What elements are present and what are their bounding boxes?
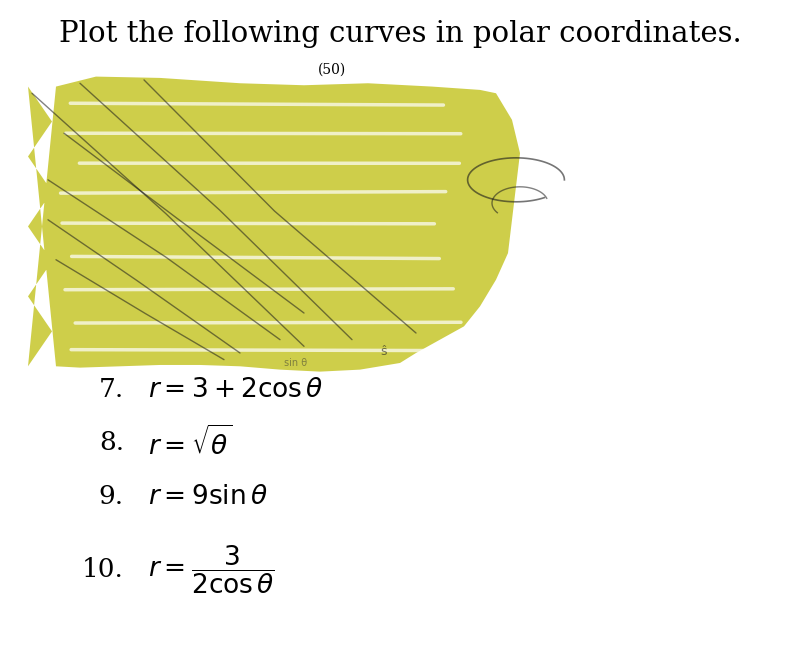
Polygon shape — [28, 77, 520, 372]
Text: (50): (50) — [318, 63, 346, 77]
Text: $r = \sqrt{\theta}$: $r = \sqrt{\theta}$ — [148, 426, 232, 460]
Text: ŝ: ŝ — [381, 345, 387, 358]
Text: $r = 9 \sin\theta$: $r = 9 \sin\theta$ — [148, 484, 268, 509]
Text: 10.: 10. — [82, 557, 124, 582]
Text: 8.: 8. — [99, 430, 124, 456]
Text: sin θ: sin θ — [285, 358, 307, 368]
Text: 9.: 9. — [99, 484, 124, 509]
Text: $r = 3 + 2 \cos\theta$: $r = 3 + 2 \cos\theta$ — [148, 377, 323, 402]
Text: $r = \dfrac{3}{2 \cos\theta}$: $r = \dfrac{3}{2 \cos\theta}$ — [148, 543, 274, 595]
Text: 7.: 7. — [98, 377, 124, 402]
Text: Plot the following curves in polar coordinates.: Plot the following curves in polar coord… — [58, 20, 742, 48]
